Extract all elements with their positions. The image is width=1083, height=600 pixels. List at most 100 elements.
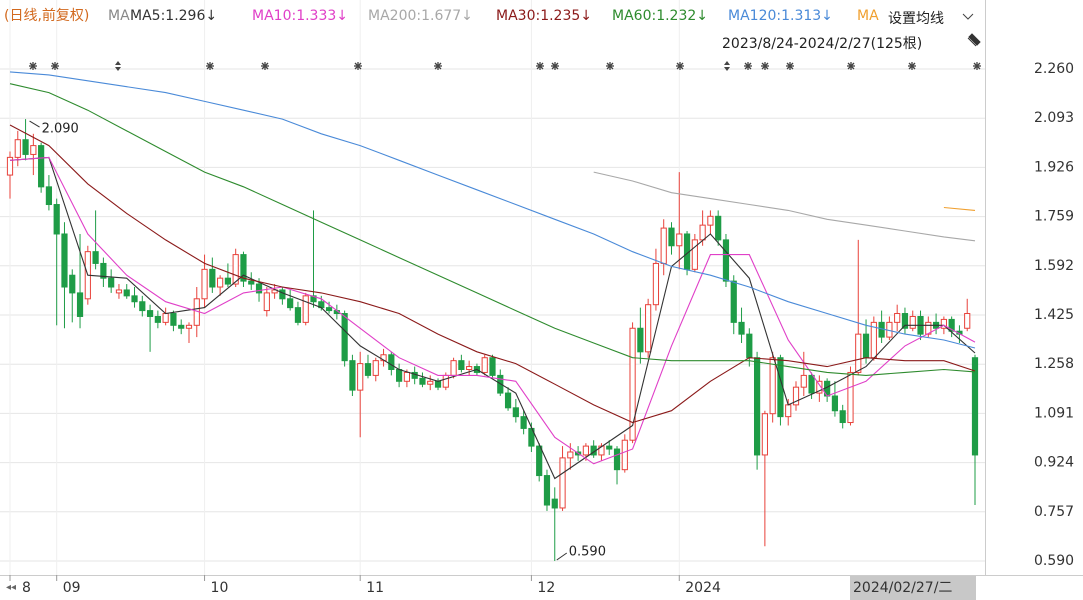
candle-body	[201, 268, 208, 300]
y-tick-label: 1.592	[1034, 258, 1074, 274]
candle-body	[489, 357, 496, 376]
candle-body	[349, 360, 356, 391]
marker-stroke	[761, 62, 769, 70]
candle-body	[504, 392, 512, 409]
settings-button[interactable]: 设置均线	[888, 11, 944, 27]
candle-body	[170, 313, 177, 326]
candle-body	[543, 475, 551, 506]
news-marker	[744, 62, 752, 70]
pin-icon[interactable]	[967, 33, 981, 47]
candle-body	[839, 410, 846, 424]
candle-body	[792, 386, 800, 406]
x-tick-label: 8	[22, 580, 31, 596]
candle-body	[146, 310, 154, 317]
candle-body	[652, 262, 660, 306]
news-marker	[676, 62, 684, 70]
candle-body	[357, 363, 364, 391]
candle-body	[621, 439, 628, 471]
candle-body	[761, 413, 768, 456]
split-marker	[115, 61, 121, 71]
candle-body	[536, 445, 543, 477]
candle-body	[559, 457, 566, 509]
marker-stroke	[676, 62, 684, 70]
candle-body	[76, 292, 84, 317]
ma-line	[593, 171, 976, 242]
candle-body	[450, 360, 457, 376]
candle-body	[660, 227, 667, 264]
ma-line	[9, 83, 976, 376]
candle-body	[629, 327, 636, 441]
marker-stroke	[29, 62, 37, 70]
candle-body	[520, 416, 527, 429]
candle-body	[831, 395, 839, 412]
candle-body	[808, 374, 815, 394]
x-tick-label: 10	[211, 580, 229, 596]
ma-line	[9, 156, 976, 480]
candle-body	[240, 254, 247, 282]
candle-body	[279, 289, 286, 300]
candle-body	[287, 298, 294, 309]
candle-body	[582, 445, 589, 456]
news-marker	[29, 62, 37, 70]
news-marker	[434, 62, 442, 70]
news-marker	[606, 62, 614, 70]
legend-entry: MA30:1.235↓	[496, 8, 592, 24]
candle-body	[442, 374, 449, 388]
candle-body	[676, 233, 683, 247]
candle-body	[512, 407, 519, 418]
candle-body	[847, 371, 854, 424]
marker-stroke	[261, 62, 269, 70]
candle-body	[115, 289, 123, 294]
candle-body	[38, 145, 45, 188]
marker-stroke	[744, 62, 752, 70]
candle-body	[458, 360, 465, 371]
candle-body	[178, 324, 185, 329]
y-tick-label: 0.590	[1034, 553, 1074, 569]
legend-entry: MA60:1.232↓	[612, 8, 708, 24]
candle-body	[940, 318, 947, 329]
candle-body	[61, 233, 68, 288]
cursor-label: 2024/02/27/二	[853, 580, 952, 596]
candle-body	[894, 313, 901, 323]
scroll-left-icon[interactable]: ◂◂	[6, 582, 16, 593]
candle-body	[668, 227, 675, 247]
candle-body	[466, 366, 473, 371]
candle-body	[901, 313, 909, 329]
cursor-label-box	[850, 576, 976, 600]
y-tick-label: 1.258	[1034, 356, 1074, 372]
candle-body	[325, 307, 333, 312]
marker-stroke	[908, 62, 916, 70]
news-marker	[354, 62, 362, 70]
news-marker	[206, 62, 214, 70]
marker-stroke	[973, 62, 981, 70]
candle-body	[715, 215, 722, 241]
legend-entry: MA200:1.677↓	[368, 8, 473, 24]
candle-body	[162, 313, 169, 323]
candle-body	[606, 445, 613, 450]
candle-body	[294, 307, 302, 323]
marker-stroke	[847, 62, 855, 70]
candle-body	[30, 145, 37, 155]
candle-body	[271, 289, 278, 294]
ma-line	[9, 156, 976, 465]
x-tick-label: 09	[63, 580, 81, 596]
ma-line	[943, 206, 976, 211]
low-label: 0.590	[569, 545, 606, 560]
candle-body	[217, 277, 224, 288]
candle-body	[403, 371, 410, 382]
y-tick-label: 0.757	[1034, 504, 1074, 520]
dropdown-icon[interactable]	[962, 13, 974, 20]
y-tick-label: 1.425	[1034, 307, 1074, 323]
candle-body	[613, 448, 621, 471]
legend-entry: MA5:1.296↓	[130, 8, 217, 24]
candle-body	[131, 295, 138, 303]
chart-mode: (日线,前复权)	[4, 7, 89, 24]
candle-body	[427, 380, 434, 385]
y-tick-label: 0.924	[1034, 455, 1074, 471]
candle-body	[388, 354, 395, 371]
high-label: 2.090	[42, 122, 79, 137]
candle-body	[6, 156, 14, 176]
candle-body	[209, 268, 216, 288]
candle-body	[637, 327, 644, 353]
